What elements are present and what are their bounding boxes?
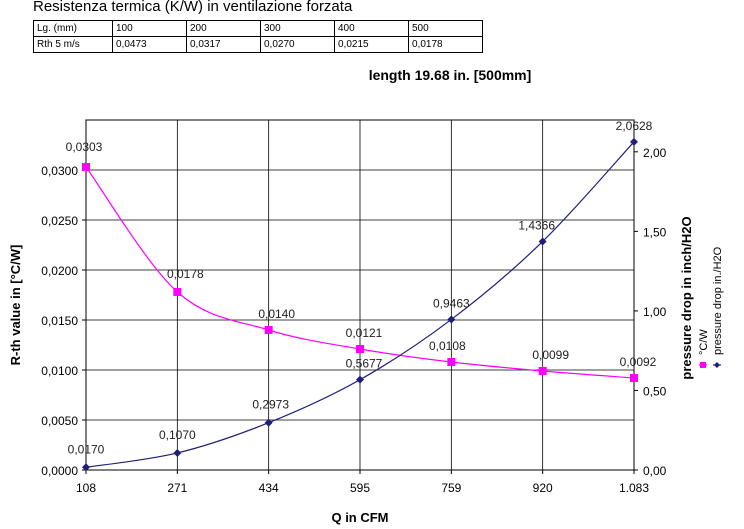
thermal-resistance-marker bbox=[82, 163, 90, 171]
pressure-drop-marker bbox=[538, 237, 547, 246]
y-tick-label: 0,0250 bbox=[41, 214, 78, 228]
legend-label-pressure: pressure drop in./H2O bbox=[712, 246, 724, 355]
legend-label-rth: °C/W bbox=[698, 329, 710, 355]
table-cell: Rth 5 m/s bbox=[33, 36, 113, 53]
legend: °C/W pressure drop in./H2O bbox=[698, 246, 724, 368]
y-tick-label: 0,0050 bbox=[41, 414, 78, 428]
table-row: Rth 5 m/s 0,0473 0,0317 0,0270 0,0215 0,… bbox=[33, 36, 483, 53]
y2-tick-label: 0,50 bbox=[643, 384, 667, 398]
pressure-drop-data-label: 0,2973 bbox=[252, 398, 289, 412]
pressure-drop-data-label: 2,0628 bbox=[616, 119, 653, 133]
pressure-drop-data-label: 0,9463 bbox=[433, 296, 470, 310]
y2-tick-label: 1,50 bbox=[643, 225, 667, 239]
table-cell: 0,0178 bbox=[408, 36, 483, 53]
thermal-resistance-data-label: 0,0140 bbox=[258, 307, 295, 321]
table-cell: 0,0473 bbox=[112, 36, 187, 53]
pressure-drop-marker bbox=[173, 448, 182, 457]
pressure-drop-marker bbox=[447, 315, 456, 324]
y2-tick-label: 2,00 bbox=[643, 146, 667, 160]
y2-axis-label: pressure drop in inch/H2O bbox=[679, 216, 694, 379]
pressure-drop-data-label: 0,1070 bbox=[159, 428, 196, 442]
x-tick-label: 271 bbox=[167, 481, 187, 495]
legend-marker-rth bbox=[700, 362, 706, 368]
x-tick-label: 759 bbox=[441, 481, 461, 495]
pressure-drop-data-label: 0,5677 bbox=[346, 357, 383, 371]
y-tick-label: 0,0000 bbox=[41, 464, 78, 478]
pressure-drop-marker bbox=[630, 137, 638, 146]
y-tick-label: 0,0100 bbox=[41, 364, 78, 378]
thermal-resistance-marker bbox=[173, 288, 182, 296]
thermal-resistance-data-label: 0,0108 bbox=[429, 339, 466, 353]
pressure-drop-marker bbox=[264, 418, 273, 427]
x-tick-label: 595 bbox=[350, 481, 370, 495]
x-axis-label: Q in CFM bbox=[331, 510, 388, 525]
y-tick-label: 0,0300 bbox=[41, 164, 78, 178]
thermal-resistance-marker bbox=[356, 345, 364, 353]
thermal-resistance-marker bbox=[447, 358, 456, 366]
x-tick-label: 434 bbox=[259, 481, 279, 495]
pressure-drop-data-label: 0,0170 bbox=[68, 442, 105, 456]
y-axis-label: R-th value in [°C/W] bbox=[8, 245, 23, 366]
chart-title: length 19.68 in. [500mm] bbox=[369, 67, 532, 83]
thermal-resistance-marker bbox=[630, 374, 638, 382]
grid bbox=[85, 120, 635, 471]
x-tick-label: 920 bbox=[533, 481, 553, 495]
thermal-resistance-data-label: 0,0092 bbox=[620, 355, 657, 369]
series: 0,0303 0,0178 0,0140 0,0121 0,0108 0,0099 0,00… bbox=[66, 119, 657, 472]
y2-tick-label: 0,00 bbox=[643, 464, 667, 478]
y2-tick-label: 1,00 bbox=[643, 305, 667, 319]
page-title: Resistenza termica (K/W) in ventilazione… bbox=[33, 0, 353, 15]
axes: 0,00000,00500,01000,01500,02000,02500,03… bbox=[41, 119, 667, 495]
legend-marker-pressure bbox=[714, 362, 720, 368]
pressure-drop-marker bbox=[82, 463, 90, 472]
y-tick-label: 0,0150 bbox=[41, 314, 78, 328]
thermal-resistance-table: Lg. (mm) 100 200 300 400 500 Rth 5 m/s 0… bbox=[33, 20, 483, 53]
thermal-resistance-data-label: 0,0121 bbox=[346, 326, 383, 340]
thermal-resistance-marker bbox=[264, 326, 273, 334]
plot-area-frame bbox=[85, 119, 635, 471]
thermal-resistance-marker bbox=[538, 367, 547, 375]
pressure-drop-data-label: 1,4366 bbox=[518, 218, 555, 232]
x-tick-label: 1.083 bbox=[619, 481, 649, 495]
pressure-drop-marker bbox=[356, 375, 364, 384]
thermal-resistance-data-label: 0,0303 bbox=[66, 140, 103, 154]
y-tick-label: 0,0200 bbox=[41, 264, 78, 278]
thermal-resistance-data-label: 0,0099 bbox=[532, 348, 569, 362]
x-tick-label: 108 bbox=[76, 481, 96, 495]
thermal-resistance-data-label: 0,0178 bbox=[167, 267, 204, 281]
